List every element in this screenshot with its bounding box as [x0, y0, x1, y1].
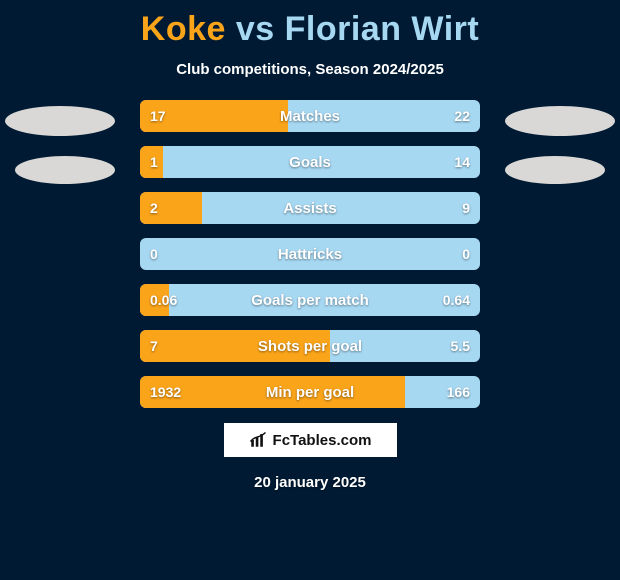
chart-area: 17Matches221Goals142Assists90Hattricks00…	[0, 100, 620, 408]
stat-row: 2Assists9	[140, 192, 480, 224]
player2-name: Florian Wirt	[285, 10, 480, 48]
stat-value-left: 1932	[150, 376, 181, 408]
vs-text: vs	[236, 10, 275, 48]
stat-value-right: 0	[462, 238, 470, 270]
stat-value-right: 14	[454, 146, 470, 178]
subtitle: Club competitions, Season 2024/2025	[0, 61, 620, 78]
stat-fill	[140, 330, 330, 362]
stat-label: Hattricks	[140, 238, 480, 270]
stat-row: 0.06Goals per match0.64	[140, 284, 480, 316]
stat-value-left: 17	[150, 100, 166, 132]
stat-value-left: 1	[150, 146, 158, 178]
stat-value-right: 22	[454, 100, 470, 132]
player1-crest-placeholder	[15, 156, 115, 184]
player1-badge-placeholder	[5, 106, 115, 136]
stat-row: 1932Min per goal166	[140, 376, 480, 408]
stat-rows: 17Matches221Goals142Assists90Hattricks00…	[140, 100, 480, 408]
stat-label: Goals	[140, 146, 480, 178]
brand-text: FcTables.com	[273, 432, 372, 449]
stat-value-left: 0	[150, 238, 158, 270]
comparison-title: Koke vs Florian Wirt	[0, 0, 620, 49]
stat-row: 1Goals14	[140, 146, 480, 178]
brand-badge: FcTables.com	[223, 422, 398, 458]
stat-value-right: 166	[447, 376, 470, 408]
stat-row: 0Hattricks0	[140, 238, 480, 270]
player2-badge-placeholder	[505, 106, 615, 136]
stat-row: 17Matches22	[140, 100, 480, 132]
player2-crest-placeholder	[505, 156, 605, 184]
stat-value-left: 0.06	[150, 284, 177, 316]
stat-row: 7Shots per goal5.5	[140, 330, 480, 362]
stat-value-right: 9	[462, 192, 470, 224]
stat-value-left: 2	[150, 192, 158, 224]
stat-value-right: 5.5	[451, 330, 470, 362]
stat-value-left: 7	[150, 330, 158, 362]
stat-label: Goals per match	[140, 284, 480, 316]
brand-logo-icon	[249, 431, 267, 449]
player1-name: Koke	[141, 10, 226, 48]
date-text: 20 january 2025	[0, 474, 620, 491]
stat-value-right: 0.64	[443, 284, 470, 316]
